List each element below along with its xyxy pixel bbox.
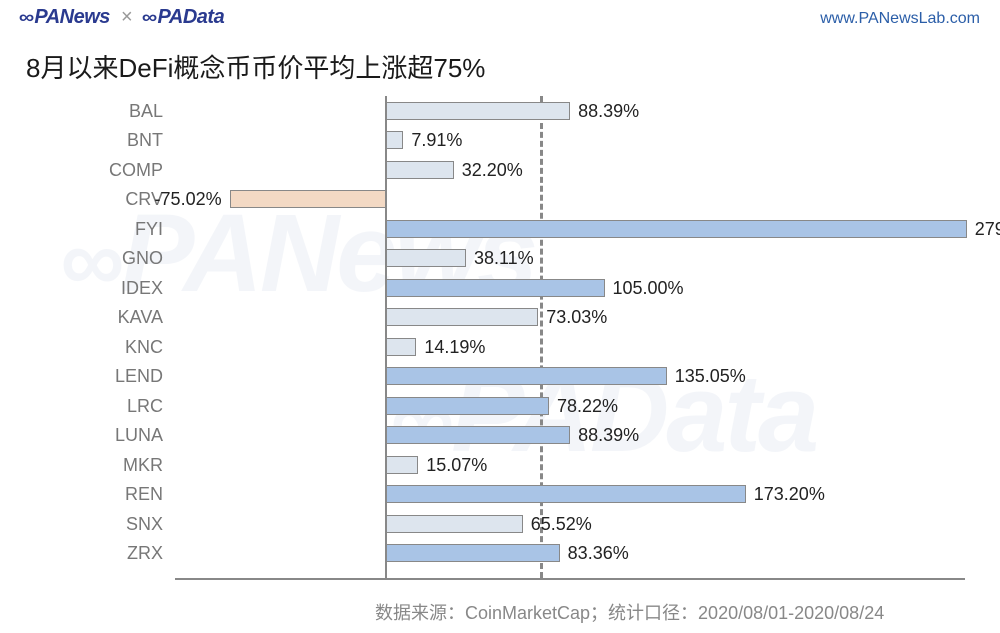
category-label: LUNA xyxy=(20,425,163,446)
value-label: 83.36% xyxy=(568,543,629,564)
value-label: 173.20% xyxy=(754,484,825,505)
category-label: MKR xyxy=(20,455,163,476)
x-axis xyxy=(175,578,965,580)
category-label: BNT xyxy=(20,130,163,151)
value-label: 14.19% xyxy=(424,337,485,358)
category-label: LRC xyxy=(20,396,163,417)
value-label: 135.05% xyxy=(675,366,746,387)
bar xyxy=(387,367,667,385)
category-label: LEND xyxy=(20,366,163,387)
bar xyxy=(387,220,967,238)
chart-title: 8月以来DeFi概念币币价平均上涨超75% xyxy=(26,48,485,85)
category-label: KNC xyxy=(20,337,163,358)
average-line xyxy=(540,96,543,578)
category-label: CRV xyxy=(20,189,163,210)
value-label: 32.20% xyxy=(462,160,523,181)
brand2-text: PAData xyxy=(158,6,225,28)
brand-separator: × xyxy=(121,6,132,28)
bar xyxy=(387,544,560,562)
value-label: 78.22% xyxy=(557,396,618,417)
infinity-icon: ∞ xyxy=(19,7,34,28)
value-label: 7.91% xyxy=(411,130,462,151)
value-label: 73.03% xyxy=(546,307,607,328)
value-label: 65.52% xyxy=(531,514,592,535)
bar xyxy=(387,397,549,415)
plot-area: BAL 88.39% BNT 7.91% COMP 32.20% CRV-75.02% FYI… xyxy=(20,90,980,594)
bar xyxy=(387,131,403,149)
value-label: 105.00% xyxy=(613,278,684,299)
value-label: -75.02% xyxy=(155,189,222,210)
value-label: 15.07% xyxy=(426,455,487,476)
category-label: FYI xyxy=(20,219,163,240)
chart: ∞PANews∞PAData BAL88.39%BNT7.91%COMP32.2… xyxy=(20,90,980,594)
bar xyxy=(230,190,385,208)
value-label: 88.39% xyxy=(578,425,639,446)
category-label: COMP xyxy=(20,160,163,181)
category-label: KAVA xyxy=(20,307,163,328)
bar xyxy=(387,456,418,474)
category-label: SNX xyxy=(20,514,163,535)
category-label: ZRX xyxy=(20,543,163,564)
header: ∞PANews × ∞PAData www.PANewsLab.com xyxy=(0,6,1000,36)
category-label: GNO xyxy=(20,248,163,269)
bar xyxy=(387,249,466,267)
bar xyxy=(387,515,523,533)
brand-url: www.PANewsLab.com xyxy=(820,10,980,28)
brand1-text: PANews xyxy=(34,6,110,28)
page: ∞PANews × ∞PAData www.PANewsLab.com 8月以来… xyxy=(0,0,1000,633)
value-label: 38.11% xyxy=(474,248,534,269)
bar xyxy=(387,161,454,179)
bar xyxy=(387,308,538,326)
bar xyxy=(387,279,605,297)
bar xyxy=(387,426,570,444)
bar xyxy=(387,485,746,503)
infinity-icon: ∞ xyxy=(142,7,157,28)
brand-left: ∞PANews × ∞PAData xyxy=(20,6,224,29)
value-label: 88.39% xyxy=(578,101,639,122)
category-label: BAL xyxy=(20,101,163,122)
bar xyxy=(387,338,416,356)
bar xyxy=(387,102,570,120)
category-label: IDEX xyxy=(20,278,163,299)
category-label: REN xyxy=(20,484,163,505)
value-label: 279.90% xyxy=(975,219,1000,240)
data-source-footer: 数据来源：CoinMarketCap；统计口径：2020/08/01-2020/… xyxy=(375,599,884,625)
